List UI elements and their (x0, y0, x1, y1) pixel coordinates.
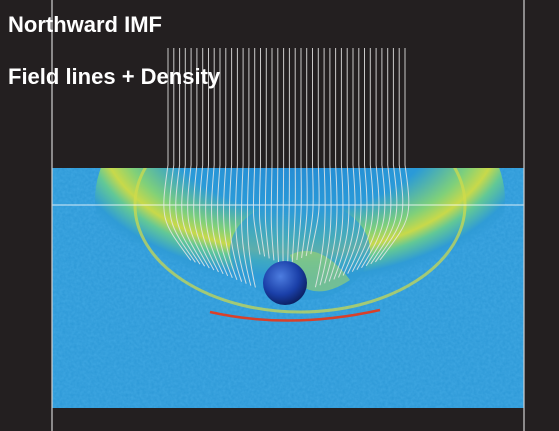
title: Northward IMF (8, 12, 162, 37)
subtitle: Field lines + Density (8, 64, 221, 89)
page: Northward IMF Field lines + Density (() … (0, 0, 559, 431)
visualization: Northward IMF Field lines + Density (0, 0, 559, 431)
earth (263, 261, 307, 305)
